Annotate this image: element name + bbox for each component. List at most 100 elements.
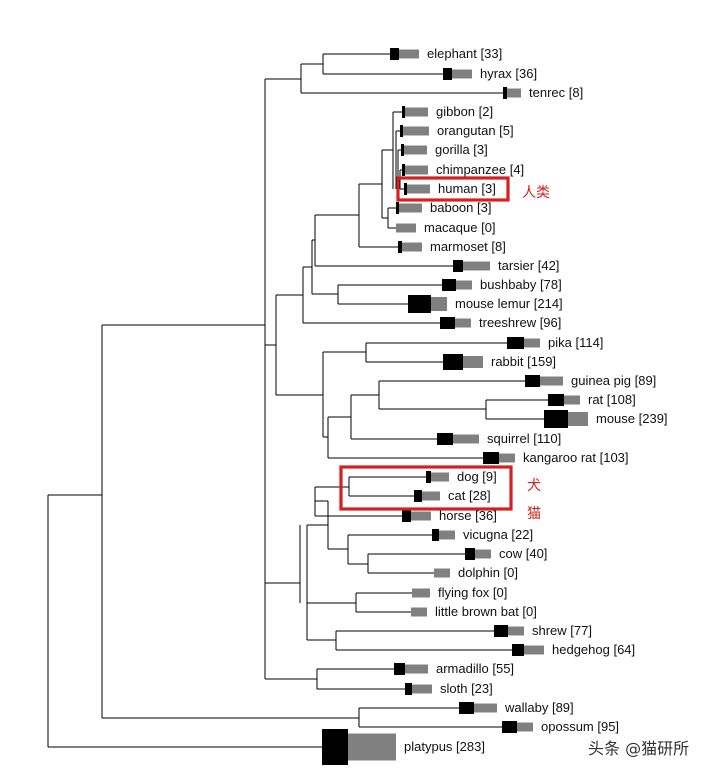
bar-black-hedgehog — [512, 644, 524, 656]
bar-black-mouse — [544, 410, 568, 428]
taxon-gibbon — [402, 106, 428, 118]
taxon-sloth — [405, 683, 432, 695]
bar-gray-hyrax — [452, 69, 472, 79]
taxon-human — [404, 183, 430, 195]
bar-gray-kangaroo-rat — [499, 453, 515, 463]
taxon-label-opossum: opossum [95] — [541, 719, 619, 734]
bar-gray-horse — [411, 511, 431, 521]
taxon-rat — [548, 394, 580, 406]
taxon-label-cat: cat [28] — [448, 488, 491, 503]
taxon-label-vicugna: vicugna [22] — [463, 527, 533, 542]
cat-annotation: 猫 — [527, 506, 541, 522]
bar-gray-elephant — [399, 49, 419, 59]
bar-black-marmoset — [398, 241, 402, 253]
taxon-horse — [402, 510, 431, 522]
bar-black-bushbaby — [442, 279, 456, 291]
bar-black-elephant — [390, 48, 399, 60]
bar-black-hyrax — [443, 68, 452, 80]
bar-gray-guinea-pig — [540, 376, 563, 386]
taxon-label-dolphin: dolphin [0] — [458, 565, 518, 580]
taxon-label-gibbon: gibbon [2] — [436, 104, 493, 119]
taxon-label-bushbaby: bushbaby [78] — [480, 277, 562, 292]
watermark: 头条 @猫研所 — [588, 739, 689, 758]
taxon-mouse — [544, 410, 588, 428]
taxon-label-hyrax: hyrax [36] — [480, 66, 537, 81]
bar-gray-chimpanzee — [405, 165, 428, 175]
dog-cat-highlight-box — [339, 465, 513, 511]
bar-gray-sloth — [412, 684, 432, 694]
bar-black-cow — [465, 548, 475, 560]
taxon-opossum — [502, 721, 533, 733]
taxon-dog — [426, 471, 449, 483]
taxon-cat — [414, 490, 440, 502]
bar-gray-pika — [524, 338, 540, 348]
taxon-label-shrew: shrew [77] — [532, 623, 592, 638]
taxon-kangaroo-rat — [483, 452, 515, 464]
taxon-hedgehog — [512, 644, 544, 656]
taxon-label-mouse-lemur: mouse lemur [214] — [455, 296, 563, 311]
taxon-label-treeshrew: treeshrew [96] — [479, 315, 561, 330]
taxon-label-squirrel: squirrel [110] — [487, 431, 561, 446]
bar-black-tenrec — [503, 87, 507, 99]
taxon-platypus — [322, 729, 396, 765]
bar-gray-hedgehog — [524, 645, 544, 655]
taxon-label-tenrec: tenrec [8] — [529, 85, 583, 100]
bar-gray-dolphin — [434, 568, 450, 578]
bar-black-guinea-pig — [525, 375, 540, 387]
tree-branches — [47, 53, 548, 748]
taxon-label-dog: dog [9] — [457, 469, 497, 484]
bar-black-gibbon — [402, 106, 405, 118]
bar-gray-bushbaby — [456, 280, 472, 290]
bar-black-wallaby — [459, 702, 474, 714]
taxon-label-guinea-pig: guinea pig [89] — [571, 373, 656, 388]
taxon-baboon — [396, 202, 422, 214]
taxon-label-marmoset: marmoset [8] — [430, 239, 506, 254]
taxon-label-orangutan: orangutan [5] — [437, 123, 514, 138]
taxon-label-kangaroo-rat: kangaroo rat [103] — [523, 450, 629, 465]
mutation-bars — [322, 48, 588, 765]
bar-black-orangutan — [400, 125, 403, 137]
bar-black-cat — [414, 490, 422, 502]
taxon-label-baboon: baboon [3] — [430, 200, 491, 215]
taxon-hyrax — [443, 68, 472, 80]
taxon-label-macaque: macaque [0] — [424, 220, 496, 235]
taxon-label-chimpanzee: chimpanzee [4] — [436, 162, 524, 177]
taxon-shrew — [494, 625, 524, 637]
bar-black-rabbit — [443, 354, 463, 370]
taxon-wallaby — [459, 702, 497, 714]
dog-annotation: 犬 — [527, 478, 541, 494]
taxon-label-gorilla: gorilla [3] — [435, 142, 488, 157]
bar-gray-tarsier — [463, 261, 490, 271]
taxon-elephant — [390, 48, 419, 60]
bar-black-kangaroo-rat — [483, 452, 499, 464]
taxon-armadillo — [394, 663, 428, 675]
taxon-label-human: human [3] — [438, 181, 496, 196]
taxon-vicugna — [432, 529, 455, 541]
taxon-mouse-lemur — [408, 295, 447, 313]
bar-black-rat — [548, 394, 564, 406]
taxon-label-wallaby: wallaby [89] — [504, 700, 574, 715]
taxon-label-rat: rat [108] — [588, 392, 636, 407]
human-highlight-box — [396, 176, 510, 202]
bar-gray-cow — [475, 549, 491, 559]
bar-black-human — [404, 183, 407, 195]
bar-gray-human — [407, 184, 430, 194]
taxon-label-armadillo: armadillo [55] — [436, 661, 514, 676]
bar-gray-opossum — [517, 722, 533, 732]
bar-black-chimpanzee — [402, 164, 405, 176]
taxon-dolphin — [434, 568, 450, 578]
bar-black-squirrel — [437, 433, 453, 445]
taxon-label-horse: horse [36] — [439, 508, 497, 523]
taxon-labels: elephant [33] hyrax [36] tenrec [8] gibbon … — [404, 46, 668, 754]
taxon-label-little-brown-bat: little brown bat [0] — [435, 604, 537, 619]
bar-gray-wallaby — [474, 703, 497, 713]
taxon-treeshrew — [440, 317, 471, 329]
bar-gray-squirrel — [453, 434, 479, 444]
taxon-orangutan — [400, 125, 429, 137]
taxon-flying-fox — [412, 588, 430, 598]
bar-gray-mouse-lemur — [431, 297, 447, 311]
taxon-label-rabbit: rabbit [159] — [491, 354, 556, 369]
taxon-rabbit — [443, 354, 483, 370]
bar-black-horse — [402, 510, 411, 522]
bar-gray-macaque — [396, 223, 416, 233]
